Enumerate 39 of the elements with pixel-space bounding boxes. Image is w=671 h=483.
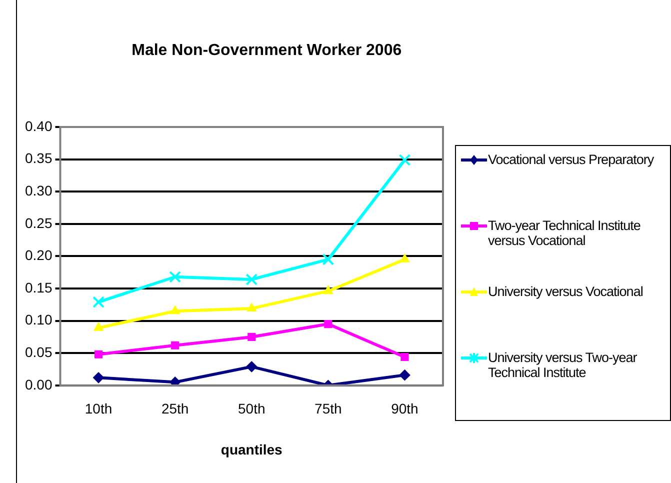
point [93, 372, 104, 384]
point [92, 296, 104, 308]
x-tick-label: 75th [314, 400, 342, 417]
legend-label: University versus Vocational [488, 284, 643, 299]
y-tick-label: 0.00 [25, 376, 52, 392]
point [323, 286, 334, 294]
chart-title: Male Non-Government Worker 2006 [132, 42, 402, 59]
point [169, 270, 182, 283]
point [94, 350, 103, 358]
point [246, 274, 258, 286]
legend-label: University versus Two-year Technical Institute [488, 350, 638, 380]
legend-label: Vocational versus Preparatory [488, 152, 654, 167]
point [399, 370, 410, 381]
x-tick-label: 50th [238, 400, 266, 417]
x-tick-label: 25th [161, 400, 189, 417]
point [400, 254, 410, 262]
y-tick-label: 0.25 [25, 214, 52, 231]
y-tick-label: 0.10 [25, 312, 52, 328]
y-tick-label: 0.15 [25, 279, 52, 296]
point [246, 303, 256, 312]
point [171, 341, 180, 350]
point [322, 253, 334, 266]
point [248, 332, 256, 341]
y-tick-label: 0.40 [25, 118, 52, 134]
y-tick-label: 0.35 [25, 150, 52, 166]
y-tick-label: 0.20 [25, 247, 52, 264]
y-tick-label: 0.30 [25, 182, 52, 198]
point [246, 361, 258, 372]
x-axis-title: quantiles [220, 441, 283, 458]
point [400, 352, 409, 362]
point [170, 376, 181, 386]
point [94, 322, 104, 331]
point [398, 154, 411, 166]
legend-label: Two-year Technical Institute versus Vocational [488, 218, 642, 248]
point [170, 306, 180, 314]
y-tick-label: 0.05 [25, 344, 52, 360]
x-tick-label: 10th [84, 400, 112, 417]
x-tick-label: 90th [391, 400, 418, 417]
point [324, 320, 332, 328]
